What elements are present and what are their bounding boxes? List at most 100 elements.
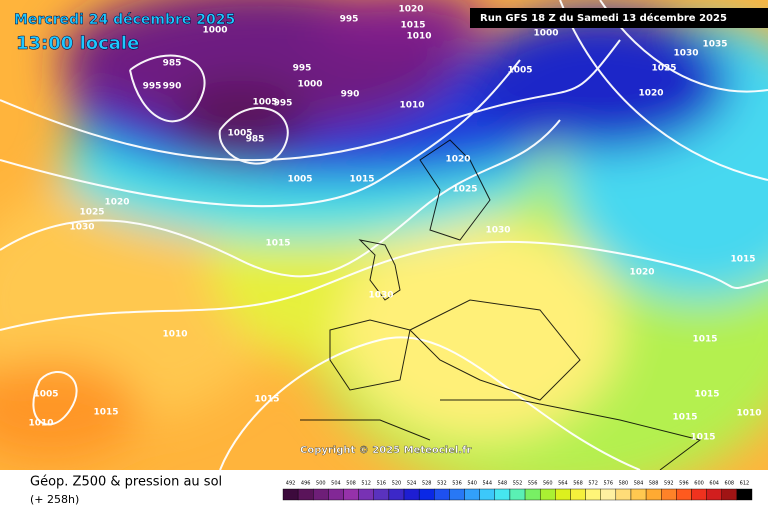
isobar-label: 1010: [28, 419, 53, 429]
scale-swatch: [282, 488, 299, 501]
scale-swatch: [418, 488, 435, 501]
scale-label: 520: [392, 481, 402, 487]
isobar-label: 1020: [629, 268, 654, 278]
isobar-label: 985: [246, 135, 265, 145]
scale-label: 552: [513, 481, 523, 487]
scale-label: 560: [543, 481, 553, 487]
scale-label: 612: [740, 481, 750, 487]
scale-label: 568: [573, 481, 583, 487]
isobar-label: 1005: [33, 390, 58, 400]
scale-label: 576: [604, 481, 614, 487]
scale-label: 544: [482, 481, 492, 487]
footer-lead: (+ 258h): [30, 493, 79, 506]
isobar-label: 1030: [368, 291, 393, 301]
scale-label: 524: [407, 481, 417, 487]
scale-label: 540: [467, 481, 477, 487]
run-box: [470, 8, 768, 28]
isobar-label: 1015: [93, 408, 118, 418]
isobar-label: 1005: [227, 129, 252, 139]
isobar-label: 1025: [651, 64, 676, 74]
isobar-label: 1015: [672, 413, 697, 423]
scale-label: 572: [588, 481, 598, 487]
isobar-label: 1000: [297, 80, 322, 90]
isobar-label: 1025: [452, 185, 477, 195]
scale-swatch: [449, 488, 465, 501]
isobar-label: 985: [163, 59, 182, 69]
isobar-label: 1015: [692, 335, 717, 345]
scale-swatch: [600, 488, 617, 501]
isobar-label: 990: [163, 82, 182, 92]
scale-swatch: [630, 488, 647, 501]
isobar-label: 1020: [104, 198, 129, 208]
isobar-label: 1020: [638, 89, 663, 99]
scale-label: 608: [725, 481, 735, 487]
isobar-label: 1000: [533, 29, 558, 39]
scale-swatch: [373, 488, 390, 501]
isobar-label: 1010: [162, 330, 187, 340]
field: [0, 0, 768, 500]
isobar-label: 1005: [287, 175, 312, 185]
isobar-label: 995: [293, 64, 312, 74]
isobar-label: 1015: [265, 239, 290, 249]
isobar-label: 1010: [406, 32, 431, 42]
scale-label: 508: [346, 481, 356, 487]
scale-label: 512: [361, 481, 371, 487]
scale-swatch: [691, 488, 707, 501]
isobar-label: 1035: [702, 40, 727, 50]
scale-label: 504: [331, 481, 341, 487]
scale-swatch: [313, 488, 329, 501]
isobar-label: 1030: [485, 226, 510, 236]
isobar-label: 1005: [252, 98, 277, 108]
scale-swatch: [524, 488, 541, 501]
scale-label: 492: [286, 481, 296, 487]
scale-swatch: [494, 488, 511, 501]
scale-swatch: [721, 488, 738, 501]
run-info: Run GFS 18 Z du Samedi 13 décembre 2025: [480, 12, 727, 24]
isobar-label: 1025: [79, 208, 104, 218]
scale-label: 556: [528, 481, 538, 487]
scale-swatch: [736, 488, 753, 501]
scale-swatch: [358, 488, 374, 501]
isobar-label: 990: [341, 90, 360, 100]
isobar-label: 1015: [694, 390, 719, 400]
scale-label: 496: [301, 481, 311, 487]
scale-swatch: [615, 488, 632, 501]
scale-label: 584: [634, 481, 644, 487]
map-time: 13:00 locale: [16, 33, 139, 54]
isobar-label: 1030: [69, 223, 94, 233]
scale-swatch: [661, 488, 677, 501]
scale-swatch: [509, 488, 526, 501]
scale-swatch: [539, 488, 556, 501]
isobar-label: 995: [274, 99, 293, 109]
isobar-label: 1020: [398, 5, 423, 15]
scale-swatch: [328, 488, 344, 501]
scale-label: 500: [316, 481, 326, 487]
scale-swatch: [585, 488, 601, 501]
footer-title: Géop. Z500 & pression au sol: [30, 475, 222, 490]
isobar-label: 1010: [399, 101, 424, 111]
scale-swatch: [464, 488, 480, 501]
copyright: Copyright © 2025 Meteociel.fr: [300, 445, 471, 456]
isobar-label: 1010: [736, 409, 761, 419]
scale-label: 604: [709, 481, 719, 487]
isobar-label: 1015: [349, 175, 374, 185]
color-scale: 492 496 500 504 508 512 516 520 524 528 532 536 540 5…: [282, 481, 753, 501]
isobar-label: 995: [340, 15, 359, 25]
map-date: Mercredi 24 décembre 2025: [14, 12, 235, 28]
scale-swatch: [434, 488, 450, 501]
scale-swatch: [403, 488, 420, 501]
isobar-label: 1005: [507, 66, 532, 76]
scale-label: 596: [679, 481, 689, 487]
scale-label: 548: [498, 481, 508, 487]
scale-swatch: [479, 488, 496, 501]
isobar-label: 995: [143, 82, 162, 92]
scale-swatch: [570, 488, 586, 501]
scale-swatch: [297, 488, 314, 501]
scale-label: 532: [437, 481, 447, 487]
scale-swatch: [645, 488, 662, 501]
scale-swatch: [343, 488, 359, 501]
scale-label: 516: [377, 481, 387, 487]
isobar-label: 1015: [730, 255, 755, 265]
